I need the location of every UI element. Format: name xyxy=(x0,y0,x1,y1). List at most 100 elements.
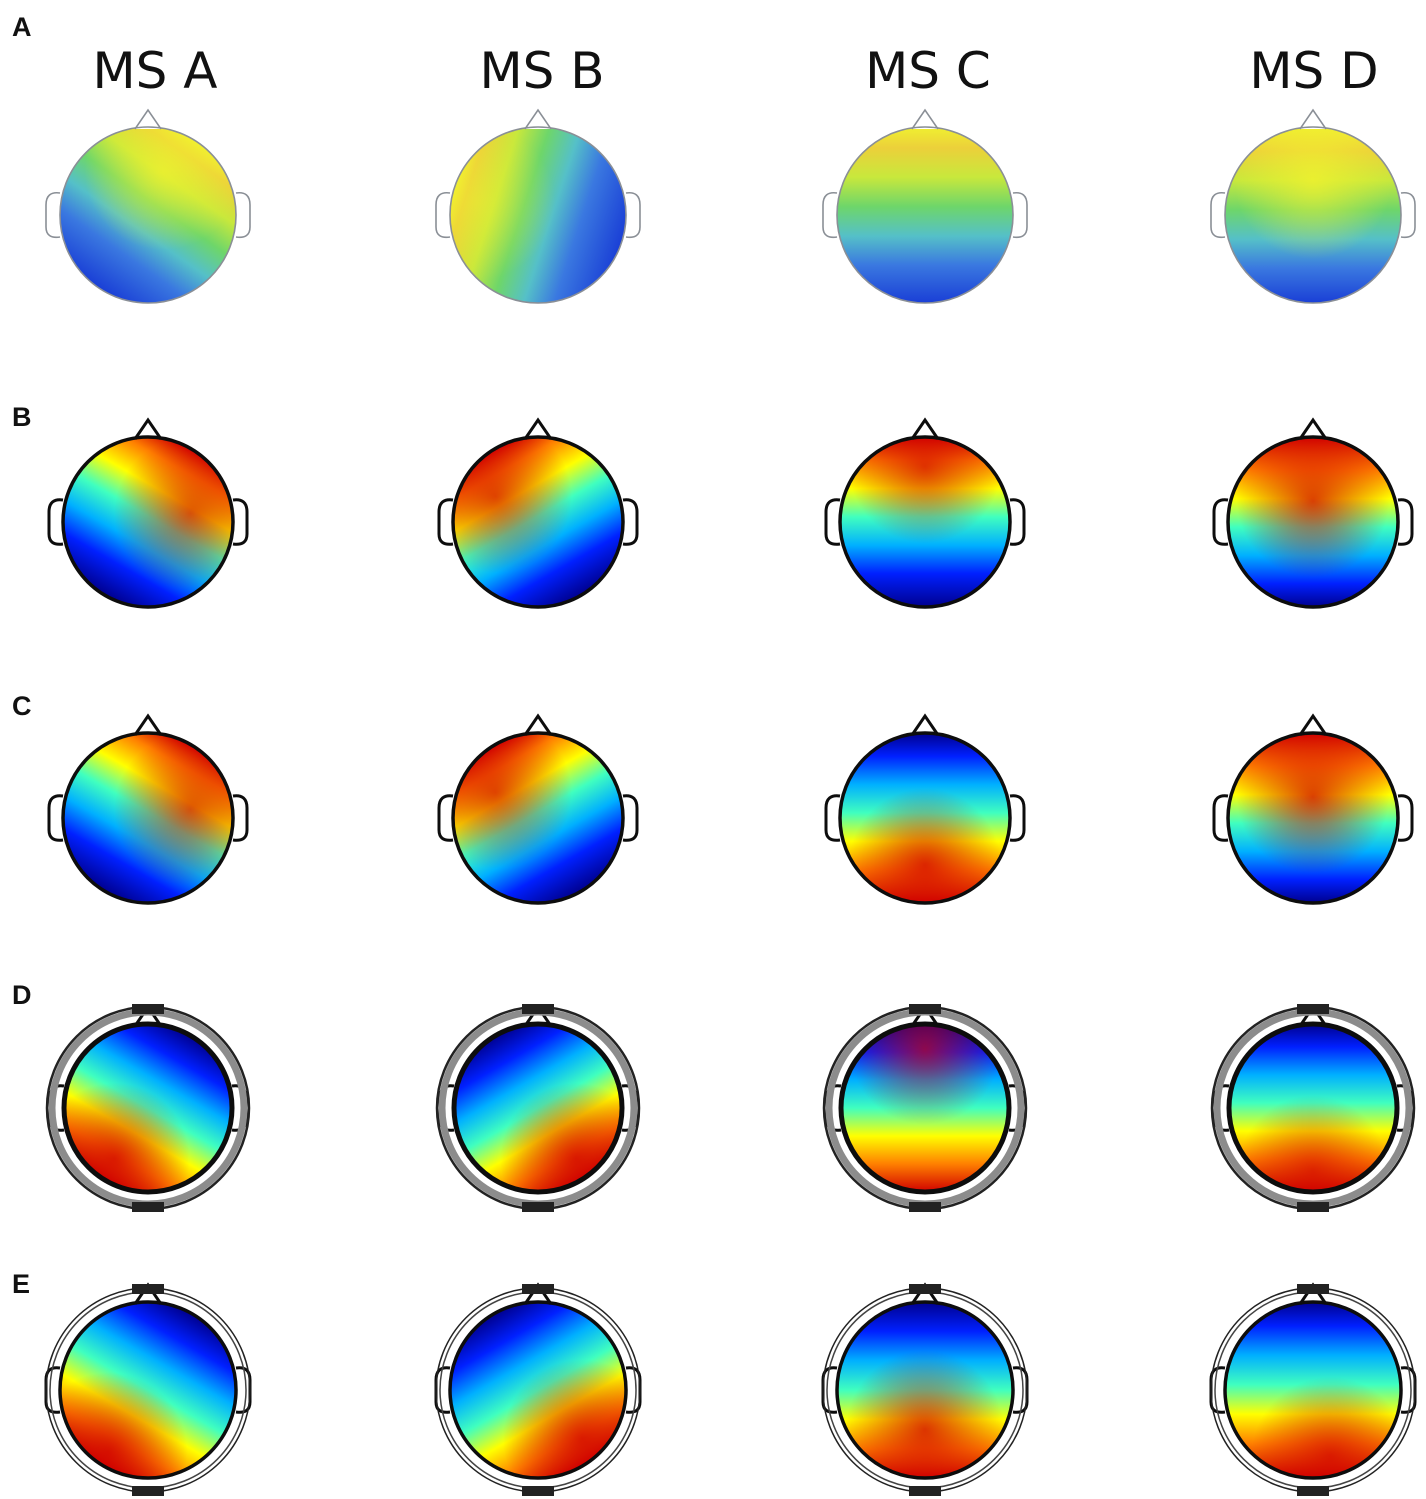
head-outline xyxy=(1226,1021,1400,1195)
topomap-e-1 xyxy=(44,1282,252,1496)
focal-extremum xyxy=(450,127,626,303)
nose-marker xyxy=(134,108,162,130)
topomap-d-1 xyxy=(45,1004,251,1212)
column-title-ms-a: MS A xyxy=(93,42,218,100)
focal-extremum xyxy=(450,1302,626,1478)
nose-marker xyxy=(523,713,553,736)
topomap-a-3 xyxy=(822,108,1028,304)
inion-marker xyxy=(522,1486,554,1496)
inion-marker xyxy=(909,1202,941,1212)
focal-extremum xyxy=(1225,127,1401,303)
ear-marker xyxy=(435,191,451,239)
topomap-b-1 xyxy=(47,417,249,609)
head-outline xyxy=(448,1300,628,1480)
ear-marker xyxy=(824,498,841,546)
head-outline xyxy=(838,731,1012,905)
ear-marker xyxy=(821,1366,838,1414)
ear-marker xyxy=(1212,498,1229,546)
topomap-e-3 xyxy=(821,1282,1029,1496)
row-label-a: A xyxy=(12,12,32,42)
head-outline xyxy=(1226,435,1400,609)
nose-marker xyxy=(133,417,163,440)
head-outline xyxy=(61,1021,235,1195)
ear-marker xyxy=(437,794,454,842)
nasion-marker xyxy=(132,1284,164,1294)
ear-marker xyxy=(1400,191,1416,239)
ear-marker xyxy=(622,498,639,546)
head-outline xyxy=(451,731,625,905)
head-outline xyxy=(61,731,235,905)
ear-marker xyxy=(1009,498,1026,546)
focal-extremum xyxy=(837,127,1013,303)
ear-marker xyxy=(1012,1366,1029,1414)
head-outline xyxy=(838,1021,1012,1195)
head-outline xyxy=(58,1300,238,1480)
topomap-a-4 xyxy=(1210,108,1416,304)
ear-marker xyxy=(625,191,641,239)
head-outline xyxy=(59,126,237,304)
head-outline xyxy=(835,1300,1015,1480)
nose-marker xyxy=(1298,417,1328,440)
nose-marker xyxy=(910,713,940,736)
focal-extremum xyxy=(837,1302,1013,1478)
nasion-marker xyxy=(132,1004,164,1014)
row-label-b: B xyxy=(12,402,32,432)
column-title-ms-c: MS C xyxy=(865,42,991,100)
ear-marker xyxy=(47,498,64,546)
topomap-c-1 xyxy=(47,713,249,905)
ear-marker xyxy=(235,1366,252,1414)
head-outline xyxy=(1223,1300,1403,1480)
topomap-a-2 xyxy=(435,108,641,304)
head-outline xyxy=(838,435,1012,609)
focal-extremum xyxy=(840,733,1010,903)
column-title-ms-b: MS B xyxy=(479,42,604,100)
focal-extremum xyxy=(63,733,233,903)
focal-extremum xyxy=(453,733,623,903)
ear-marker xyxy=(824,794,841,842)
nose-marker xyxy=(133,713,163,736)
inion-marker xyxy=(522,1202,554,1212)
row-label-d: D xyxy=(12,980,32,1010)
column-title-ms-d: MS D xyxy=(1249,42,1378,100)
row-labels: A B C D E xyxy=(12,12,32,1299)
focal-extremum xyxy=(60,1302,236,1478)
head-outline xyxy=(61,435,235,609)
head-outline xyxy=(451,435,625,609)
focal-extremum xyxy=(60,127,236,303)
ear-marker xyxy=(1397,498,1414,546)
topomap-e-2 xyxy=(434,1282,642,1496)
ear-marker xyxy=(47,794,64,842)
ear-marker xyxy=(1397,794,1414,842)
ear-marker xyxy=(1210,191,1226,239)
head-outline xyxy=(1226,731,1400,905)
ear-marker xyxy=(1209,1366,1226,1414)
topomap-d-2 xyxy=(435,1004,641,1212)
nose-marker xyxy=(910,417,940,440)
ear-marker xyxy=(1009,794,1026,842)
topomap-c-2 xyxy=(437,713,639,905)
nasion-marker xyxy=(1297,1284,1329,1294)
ear-marker xyxy=(1212,794,1229,842)
focal-extremum xyxy=(454,1024,622,1192)
nasion-marker xyxy=(909,1284,941,1294)
column-titles: MS A MS B MS C MS D xyxy=(93,42,1379,100)
head-outline xyxy=(449,126,627,304)
ear-marker xyxy=(822,191,838,239)
row-label-e: E xyxy=(12,1269,30,1299)
ear-marker xyxy=(434,1366,451,1414)
head-outline xyxy=(451,1021,625,1195)
topomap-d-4 xyxy=(1210,1004,1416,1212)
ear-marker xyxy=(1400,1366,1417,1414)
inion-marker xyxy=(909,1486,941,1496)
nose-marker xyxy=(523,417,553,440)
topomap-c-4 xyxy=(1212,713,1414,905)
focal-extremum xyxy=(1228,437,1398,607)
topomap-b-4 xyxy=(1212,417,1414,609)
ear-marker xyxy=(44,1366,61,1414)
focal-extremum xyxy=(1225,1302,1401,1478)
topomap-c-3 xyxy=(824,713,1026,905)
nose-marker xyxy=(911,108,939,130)
focal-extremum xyxy=(841,1024,1009,1192)
topomap-b-3 xyxy=(824,417,1026,609)
